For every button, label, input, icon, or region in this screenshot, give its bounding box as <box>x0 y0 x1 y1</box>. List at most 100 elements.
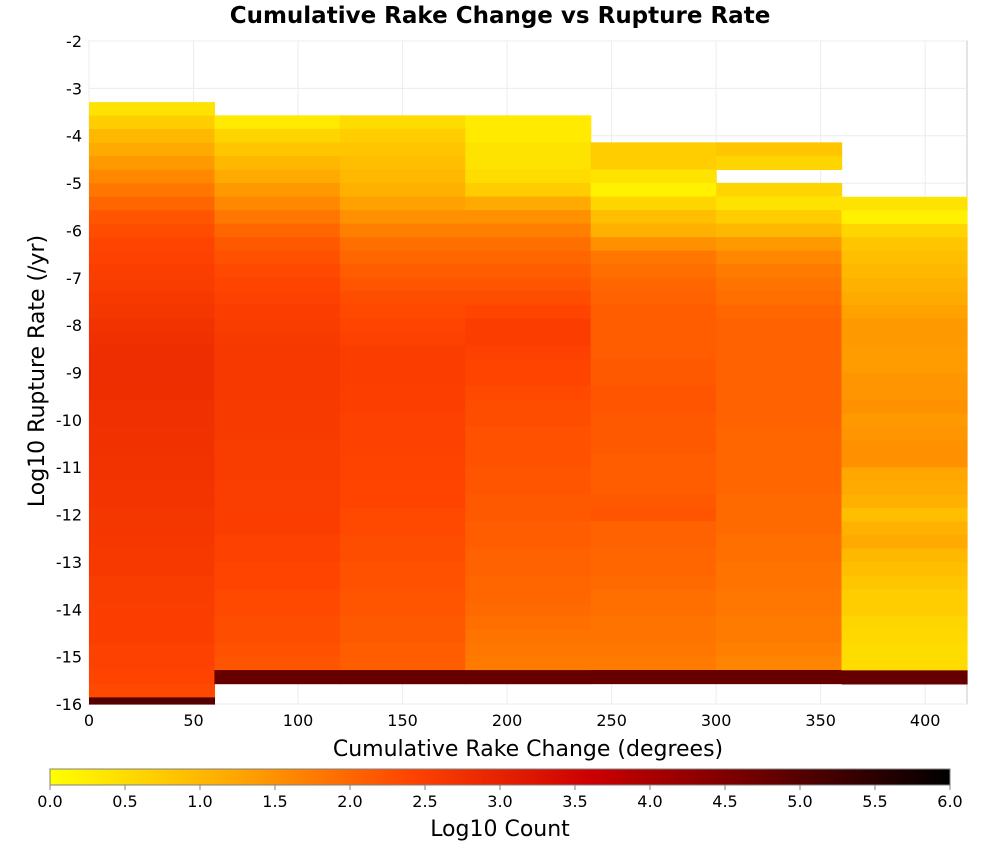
x-tick-label: 150 <box>387 711 418 730</box>
heatmap-cell <box>214 602 341 617</box>
heatmap-cell <box>716 629 843 644</box>
heatmap-cell <box>716 670 843 685</box>
heatmap-cell <box>590 656 717 671</box>
heatmap-cell <box>590 548 717 563</box>
heatmap-cell <box>339 358 466 374</box>
heatmap-cell <box>339 534 466 549</box>
heatmap-cell <box>465 331 592 346</box>
heatmap-cells <box>89 102 968 705</box>
colorbar-tick-label: 3.5 <box>562 792 587 811</box>
heatmap-cell <box>339 467 466 482</box>
heatmap-cell <box>716 494 843 509</box>
heatmap-cell <box>89 115 216 130</box>
heatmap-cell <box>465 385 592 401</box>
heatmap-cell <box>89 575 216 590</box>
x-tick-label: 50 <box>183 711 203 730</box>
heatmap-cell <box>89 535 216 550</box>
heatmap-cell <box>214 413 341 428</box>
heatmap-cell <box>841 643 968 658</box>
heatmap-cell <box>716 575 843 590</box>
heatmap-cell <box>716 196 843 211</box>
heatmap-cell <box>465 440 592 455</box>
heatmap-cell <box>841 318 968 333</box>
heatmap-cell <box>716 237 843 252</box>
heatmap-cell <box>716 155 843 171</box>
heatmap-cell <box>465 575 592 590</box>
heatmap-cell <box>214 223 341 238</box>
heatmap-cell <box>214 372 341 387</box>
heatmap-cell <box>89 399 216 414</box>
heatmap-cell <box>841 291 968 306</box>
heatmap-cell <box>89 440 216 455</box>
heatmap-cell <box>214 115 341 130</box>
heatmap-cell <box>214 210 341 225</box>
y-axis-label: Log10 Rupture Rate (/yr) <box>25 235 50 507</box>
colorbar-tick-label: 2.0 <box>337 792 362 811</box>
heatmap-cell <box>89 129 216 144</box>
heatmap-cell <box>339 223 466 238</box>
heatmap-cell <box>214 534 341 549</box>
heatmap-cell <box>465 304 592 319</box>
y-tick-label: -11 <box>56 458 82 477</box>
heatmap-cell <box>339 670 466 685</box>
heatmap-cell <box>590 358 717 373</box>
heatmap-cell <box>339 521 466 536</box>
heatmap-cell <box>89 277 216 293</box>
heatmap-cell <box>465 548 592 563</box>
heatmap-cell <box>339 345 466 360</box>
heatmap-cell <box>465 210 592 225</box>
x-tick-label: 300 <box>701 711 732 730</box>
heatmap-cell <box>339 453 466 468</box>
heatmap-cell <box>716 304 843 319</box>
y-tick-label: -12 <box>56 506 82 525</box>
heatmap-cell <box>339 277 466 292</box>
heatmap-cell <box>214 629 341 644</box>
heatmap-cell <box>590 494 717 509</box>
heatmap-cell <box>89 318 216 333</box>
heatmap-cell <box>590 237 717 252</box>
colorbar <box>49 768 951 786</box>
heatmap-cell <box>465 413 592 428</box>
y-tick-label: -8 <box>66 316 82 335</box>
heatmap-cell <box>590 480 717 495</box>
heatmap-cell <box>89 196 216 211</box>
heatmap-cell <box>214 494 341 509</box>
heatmap-cell <box>89 359 216 374</box>
heatmap-cell <box>841 386 968 401</box>
colorbar-tick-label: 0.5 <box>112 792 137 811</box>
heatmap-cell <box>214 142 341 157</box>
colorbar-tick-label: 6.0 <box>937 792 962 811</box>
heatmap-cell <box>841 494 968 509</box>
y-tick-label: -6 <box>66 221 82 240</box>
heatmap-cell <box>89 372 216 387</box>
heatmap-cell <box>89 480 216 496</box>
heatmap-cell <box>590 209 717 225</box>
heatmap-cell <box>214 128 341 144</box>
heatmap-cell <box>339 507 466 522</box>
heatmap-cell <box>465 534 592 549</box>
heatmap-cell <box>841 589 968 604</box>
colorbar-label: Log10 Count <box>430 817 570 842</box>
heatmap-cell <box>214 453 341 468</box>
heatmap-cell <box>716 372 843 387</box>
heatmap-cell <box>89 656 216 671</box>
heatmap-cell <box>465 453 592 468</box>
heatmap-cell <box>465 237 592 252</box>
heatmap-cell <box>214 264 341 279</box>
heatmap-cell <box>339 480 466 495</box>
heatmap-cell <box>590 602 717 617</box>
heatmap-cell <box>339 318 466 333</box>
heatmap-cell <box>841 562 968 577</box>
heatmap-cell <box>716 291 843 306</box>
heatmap-cell <box>339 155 466 171</box>
heatmap-cell <box>590 385 717 401</box>
x-axis-label: Cumulative Rake Change (degrees) <box>333 737 723 762</box>
heatmap-cell <box>841 332 968 347</box>
heatmap-cell <box>841 453 968 469</box>
y-axis-ticks: -2 -3 -4 -5 -6 -7 -8 -9 -10 -11 -12 -13 -14 -15 -16 <box>56 32 82 714</box>
heatmap-cell <box>716 642 843 658</box>
x-tick-label: 250 <box>596 711 627 730</box>
heatmap-cell <box>214 196 341 211</box>
heatmap-cell <box>339 615 466 631</box>
heatmap-cell <box>716 250 843 265</box>
